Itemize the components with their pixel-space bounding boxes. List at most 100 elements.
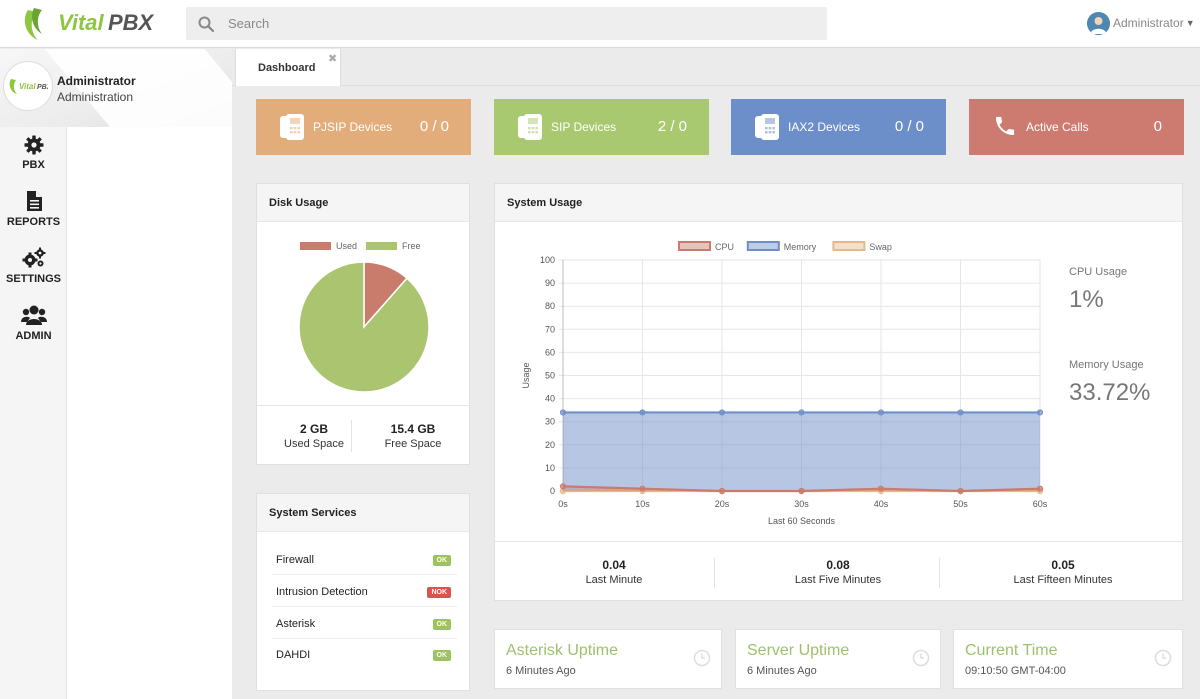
service-row-dahdi: DAHDI OK (272, 640, 457, 670)
system-usage-panel: System Usage CPU Memory Swap 0 10 20 30 40 50 60 7… (494, 183, 1184, 601)
legend-swatch-swap (832, 241, 866, 251)
legend-label-used: Used (336, 241, 358, 251)
nav-label-settings: SETTINGS (5, 273, 61, 285)
service-name: Intrusion Detection (276, 586, 368, 598)
disk-used-value: 2 GB (299, 422, 328, 436)
legend-swatch-cpu (678, 241, 711, 251)
point-memory (957, 409, 964, 416)
system-services-panel: System Services Firewall OK Intrusion De… (256, 493, 470, 691)
y-tick-label: 50 (545, 371, 555, 381)
pie-legend: Used Free (300, 241, 421, 251)
x-axis-label: Last 60 Seconds (768, 516, 836, 526)
status-badge: NOK (427, 587, 451, 598)
gears-icon (22, 247, 45, 268)
phone-icon (993, 114, 1017, 143)
cpu-usage-caption: CPU Usage (1069, 266, 1128, 278)
point-cpu (798, 487, 805, 495)
user-menu[interactable]: Administrator ▼ (1087, 11, 1195, 35)
stat-label: PJSIP Devices (313, 120, 393, 134)
x-tick-label: 50s (953, 499, 968, 509)
legend-label-free: Free (402, 241, 421, 251)
x-tick-label: 40s (874, 499, 889, 509)
stat-card-active-calls[interactable]: Active Calls 0 (969, 99, 1184, 155)
user-avatar-icon (1087, 11, 1110, 35)
stat-card-iax2[interactable]: IAX2 Devices 0 / 0 (731, 99, 946, 155)
service-row-intrusion-detection: Intrusion Detection NOK (272, 577, 457, 607)
point-cpu (957, 487, 964, 495)
x-tick-label: 0s (558, 499, 568, 509)
card-value: 6 Minutes Ago (747, 665, 817, 677)
chevron-down-icon: ▼ (1185, 18, 1195, 28)
tab-label: Dashboard (258, 62, 316, 74)
disk-usage-panel: Disk Usage Used Free 2 GB Used Space 15.… (256, 183, 471, 465)
gear-icon (24, 135, 43, 155)
x-tick-label: 60s (1033, 499, 1048, 509)
point-cpu (877, 485, 885, 492)
disk-used-caption: Used Space (284, 438, 344, 450)
load-caption: Last Five Minutes (794, 574, 882, 586)
disk-free-stat: 15.4 GB Free Space (363, 422, 463, 450)
point-memory (559, 409, 567, 416)
nav-item-admin[interactable]: ADMIN (0, 304, 67, 356)
vitalpbx-logo[interactable]: Vital PBX (20, 4, 160, 44)
card-title: Asterisk Uptime (506, 642, 619, 659)
nav-item-pbx[interactable]: PBX (0, 135, 67, 187)
disk-free-caption: Free Space (384, 438, 442, 450)
close-icon[interactable]: ✖ (328, 53, 338, 65)
y-tick-label: 20 (545, 440, 555, 450)
server-uptime-card: Server Uptime 6 Minutes Ago (735, 629, 941, 689)
stat-card-pjsip[interactable]: PJSIP Devices 0 / 0 (256, 99, 471, 155)
tab-dashboard[interactable]: Dashboard ✖ (235, 49, 341, 86)
current-time-card: Current Time 09:10:50 GMT-04:00 (953, 629, 1183, 689)
service-name: DAHDI (276, 649, 311, 661)
legend-label-memory: Memory (784, 242, 817, 252)
y-tick-label: 100 (540, 255, 555, 265)
user-name: Administrator (1113, 16, 1184, 30)
clock-icon (693, 649, 711, 667)
area-memory (563, 412, 1040, 491)
y-tick-label: 60 (545, 347, 555, 357)
load-last-minute: 0.04 Last Minute (503, 558, 725, 586)
svg-text:PBX: PBX (108, 10, 155, 35)
document-icon (26, 191, 42, 211)
load-caption: Last Minute (585, 574, 643, 586)
disk-pie-chart (298, 261, 430, 393)
profile-name: Administrator (57, 74, 136, 88)
load-value: 0.08 (826, 558, 850, 572)
svg-text:Vital: Vital (58, 10, 105, 35)
service-row-asterisk: Asterisk OK (272, 609, 457, 639)
users-icon (20, 305, 47, 325)
stat-label: SIP Devices (551, 120, 617, 134)
profile-avatar: Vital PBX (3, 61, 53, 111)
service-row-firewall: Firewall OK (272, 545, 457, 575)
search-input[interactable] (228, 16, 788, 31)
disk-free-value: 15.4 GB (390, 422, 436, 436)
y-tick-label: 30 (545, 417, 555, 427)
service-name: Asterisk (276, 618, 316, 630)
pie-slice-free (298, 261, 430, 393)
sidebar-nav: PBX REPORTS SETTINGS ADMIN (0, 127, 67, 699)
legend-swatch-used (300, 242, 331, 250)
card-value: 6 Minutes Ago (506, 665, 576, 677)
card-title: Current Time (965, 642, 1058, 659)
system-usage-chart: CPU Memory Swap 0 10 20 30 40 50 60 70 80 90 100 0s 10s… (521, 241, 1048, 526)
stat-card-sip[interactable]: SIP Devices 2 / 0 (494, 99, 709, 155)
legend-label-swap: Swap (869, 242, 892, 252)
sidebar-panel (67, 127, 232, 699)
nav-label-admin: ADMIN (15, 330, 52, 342)
y-tick-label: 70 (545, 324, 555, 334)
load-last-fifteen-minutes: 0.05 Last Fifteen Minutes (952, 558, 1174, 586)
cpu-usage-block: CPU Usage 1% (1069, 266, 1127, 314)
card-title: Server Uptime (747, 642, 850, 659)
nav-item-settings[interactable]: SETTINGS (0, 247, 67, 299)
y-axis-label: Usage (521, 362, 531, 388)
search-bar[interactable] (186, 7, 827, 40)
x-tick-label: 20s (715, 499, 730, 509)
y-tick-label: 40 (545, 394, 555, 404)
stat-value: 0 (1153, 118, 1162, 135)
point-cpu (718, 487, 726, 495)
nav-item-reports[interactable]: REPORTS (0, 190, 67, 242)
phone-device-icon (518, 114, 542, 145)
point-cpu (559, 483, 567, 490)
status-badge: OK (432, 619, 451, 630)
